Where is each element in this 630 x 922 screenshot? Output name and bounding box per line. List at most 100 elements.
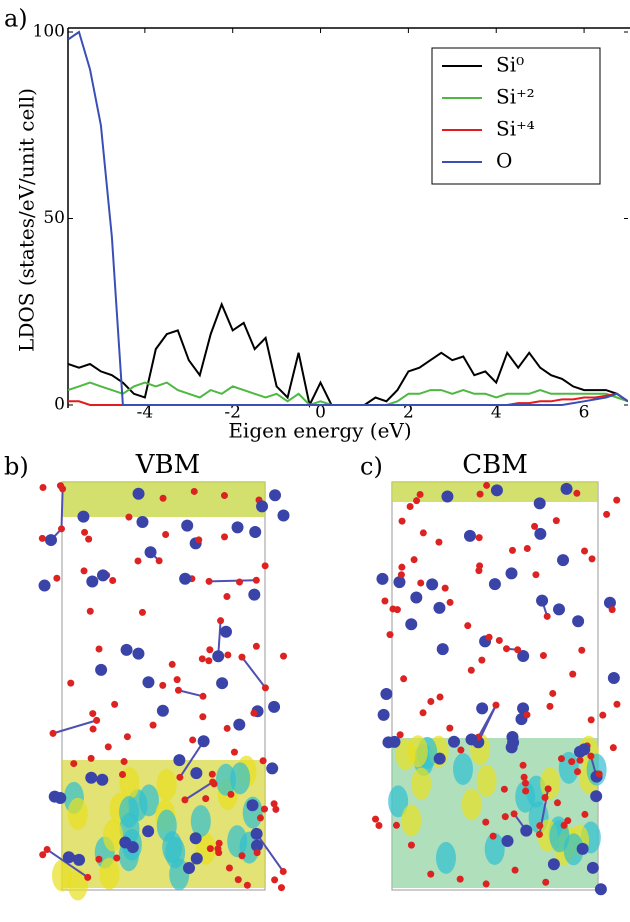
- atom: [84, 874, 91, 881]
- atom: [244, 882, 251, 889]
- atom: [59, 485, 66, 492]
- atom: [534, 497, 546, 509]
- atom: [561, 822, 568, 829]
- atom: [95, 664, 107, 676]
- atom: [544, 613, 551, 620]
- atom: [466, 733, 478, 745]
- atom: [514, 646, 521, 653]
- atom: [173, 754, 185, 766]
- atom: [145, 546, 157, 558]
- atom: [536, 822, 543, 829]
- atom: [486, 634, 493, 641]
- atom: [420, 529, 427, 536]
- atom: [176, 774, 183, 781]
- atom: [111, 701, 118, 708]
- atom: [198, 735, 210, 747]
- atom: [169, 661, 176, 668]
- atom: [278, 884, 285, 891]
- atom: [442, 585, 449, 592]
- atom: [502, 835, 514, 847]
- atom: [417, 580, 424, 587]
- atom: [496, 637, 503, 644]
- y-tick-label: 0: [54, 395, 65, 415]
- atom: [216, 840, 223, 847]
- atom: [227, 791, 234, 798]
- atom: [558, 755, 565, 762]
- atom: [206, 646, 213, 653]
- atom: [577, 843, 589, 855]
- atom: [253, 643, 260, 650]
- atom: [380, 688, 392, 700]
- atom: [268, 701, 280, 713]
- atom: [522, 780, 529, 787]
- atom: [599, 712, 606, 719]
- atom: [531, 523, 538, 530]
- atom: [375, 822, 382, 829]
- atom: [45, 534, 57, 546]
- atom: [216, 677, 228, 689]
- atom: [420, 709, 427, 716]
- atom: [150, 722, 157, 729]
- atom: [233, 719, 245, 731]
- atom: [39, 535, 46, 542]
- atom: [523, 711, 530, 718]
- atom: [86, 575, 98, 587]
- atom: [40, 484, 47, 491]
- atom: [441, 490, 453, 502]
- atom: [253, 577, 260, 584]
- atom: [376, 573, 388, 585]
- atom: [540, 652, 547, 659]
- panel-label: b): [4, 453, 29, 481]
- atom: [81, 567, 88, 574]
- atom: [417, 491, 424, 498]
- atom: [407, 503, 414, 510]
- isosurface: [157, 769, 177, 801]
- atom: [595, 883, 607, 895]
- atom: [181, 796, 188, 803]
- atom: [58, 525, 65, 532]
- atom: [189, 736, 196, 743]
- atom: [587, 753, 594, 760]
- atom: [502, 813, 509, 820]
- atom: [389, 605, 396, 612]
- isosurface: [462, 788, 482, 820]
- atom: [247, 799, 259, 811]
- atom: [226, 865, 233, 872]
- bond: [53, 720, 97, 733]
- atom: [520, 825, 532, 837]
- atom: [96, 645, 103, 652]
- atom: [224, 651, 231, 658]
- atom: [554, 799, 561, 806]
- atom: [90, 726, 97, 733]
- isosurface: [408, 735, 428, 767]
- legend-label: O: [496, 149, 512, 173]
- atom: [190, 832, 202, 844]
- isosurface: [119, 796, 139, 828]
- atom: [437, 693, 444, 700]
- atom: [105, 743, 112, 750]
- atom: [256, 500, 268, 512]
- atom: [581, 547, 588, 554]
- atom: [613, 701, 620, 708]
- atom: [613, 497, 620, 504]
- atom: [174, 676, 181, 683]
- atom: [610, 744, 617, 751]
- atom: [257, 814, 264, 821]
- atom: [109, 577, 116, 584]
- atom: [546, 703, 553, 710]
- atom: [434, 753, 446, 765]
- atom: [191, 488, 198, 495]
- atom: [280, 653, 287, 660]
- atom: [587, 862, 599, 874]
- atom: [569, 671, 576, 678]
- atom: [590, 790, 602, 802]
- isosurface: [191, 805, 211, 837]
- atom: [413, 497, 420, 504]
- atom: [427, 698, 434, 705]
- atom: [73, 854, 85, 866]
- atom: [398, 564, 405, 571]
- atom: [536, 595, 548, 607]
- atom: [199, 655, 206, 662]
- atom: [372, 816, 379, 823]
